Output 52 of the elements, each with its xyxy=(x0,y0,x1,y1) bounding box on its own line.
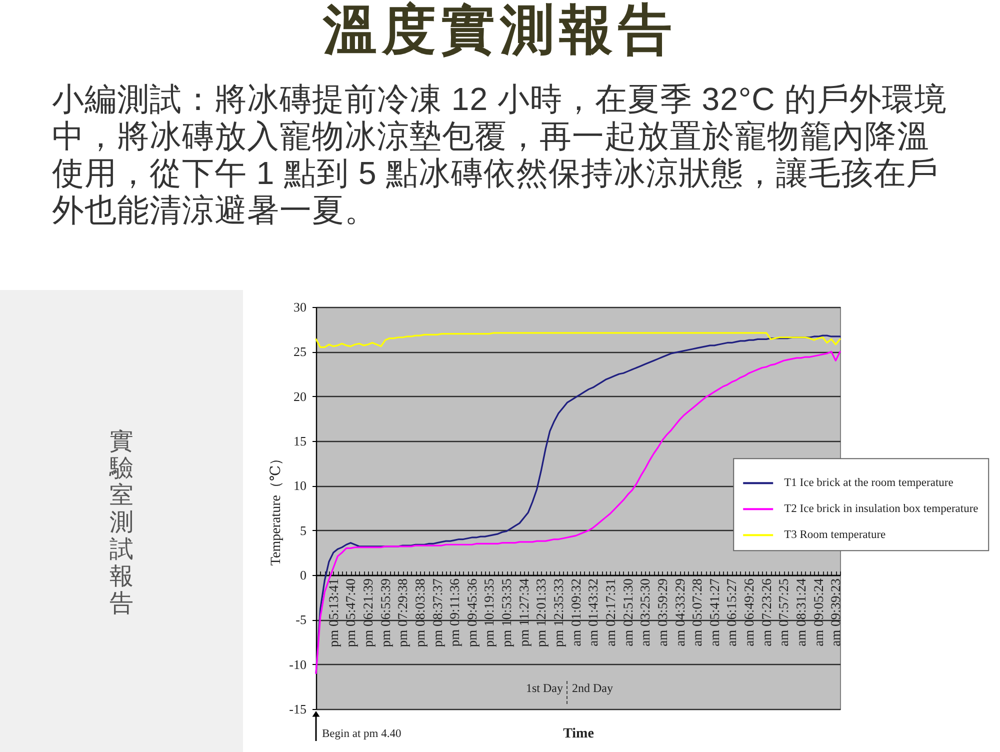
x-tick-label: am 07:23:26 xyxy=(758,578,774,646)
y-axis-title: Temperature（℃） xyxy=(269,451,284,566)
legend-label: T2 Ice brick in insulation box temperature xyxy=(784,503,978,516)
x-tick-label: pm 05:47:40 xyxy=(343,578,358,648)
x-tick-label: pm 05:13:41 xyxy=(326,578,341,648)
chart-subtitle: 小編測試：將冰磚提前冷凍 12 小時，在夏季 32°C 的戶外環境中，將冰磚放入寵物冰涼墊包覆，再一起放置於寵物籠內降溫使用，從下午 1 點到 5 點冰磚依然保持冰涼狀態，讓毛孩在戶外也能清涼避暑一夏。 xyxy=(52,81,948,229)
x-tick-label: am 05:07:28 xyxy=(690,578,705,646)
x-tick-label: pm 11:27:34 xyxy=(516,578,532,647)
x-tick-label: am 04:33:29 xyxy=(672,578,688,646)
x-tick-label: am 06:49:26 xyxy=(742,578,757,646)
x-tick-label: am 02:51:30 xyxy=(620,578,636,646)
y-tick-label: 20 xyxy=(294,388,306,404)
x-tick-label: pm 09:11:36 xyxy=(447,578,462,647)
x-tick-label: am 01:43:32 xyxy=(586,578,601,646)
x-tick-label: am 03:25:30 xyxy=(638,578,653,646)
line-series xyxy=(315,332,841,348)
y-tick-label: 15 xyxy=(294,434,306,448)
chart-title: 溫度實測報告 xyxy=(322,0,678,60)
y-tick-label: 25 xyxy=(294,344,306,360)
y-tick-label: 0 xyxy=(300,568,306,582)
x-tick-label: am 09:05:24 xyxy=(810,578,826,646)
annotation: 2nd Day xyxy=(572,681,613,695)
x-tick-label: pm 12:35:33 xyxy=(551,578,566,648)
y-tick-label: -15 xyxy=(289,702,306,716)
x-tick-label: am 01:09:32 xyxy=(568,578,584,646)
y-tick-label: 5 xyxy=(300,522,306,538)
x-tick-label: am 05:41:27 xyxy=(706,578,722,646)
x-tick-label: pm 12:01:33 xyxy=(534,578,549,648)
x-axis-title: Time xyxy=(563,726,594,742)
y-tick-label: -5 xyxy=(296,612,306,628)
text: 實驗室測試報告 xyxy=(108,428,134,617)
x-tick-label: am 03:59:29 xyxy=(654,578,670,646)
x-tick-label: pm 08:03:38 xyxy=(412,578,428,648)
x-tick-label: am 07:57:25 xyxy=(776,578,792,646)
x-tick-label: am 09:39:23 xyxy=(828,578,844,646)
x-tick-label: pm 07:29:38 xyxy=(395,578,410,648)
x-tick-label: pm 10:19:35 xyxy=(482,578,497,648)
legend-label: T3 Room temperature xyxy=(784,529,886,542)
x-tick-label: pm 06:55:39 xyxy=(378,578,393,648)
y-tick-label: 10 xyxy=(294,478,306,494)
x-tick-label: am 06:15:27 xyxy=(724,578,740,646)
x-tick-label: am 02:17:31 xyxy=(602,578,618,646)
annotation: 1st Day xyxy=(526,681,563,695)
x-tick-label: pm 09:45:36 xyxy=(464,578,480,648)
text: Begin at pm 4.40 xyxy=(322,728,402,740)
y-tick-label: -10 xyxy=(289,656,306,672)
x-tick-label: pm 08:37:37 xyxy=(430,578,445,648)
x-tick-label: am 08:31:24 xyxy=(794,578,809,646)
x-tick-label: pm 06:21:39 xyxy=(360,578,376,648)
legend-label: T1 Ice brick at the room temperature xyxy=(784,477,954,490)
y-tick-label: 30 xyxy=(294,300,306,314)
x-tick-label: pm 10:53:35 xyxy=(499,578,514,648)
